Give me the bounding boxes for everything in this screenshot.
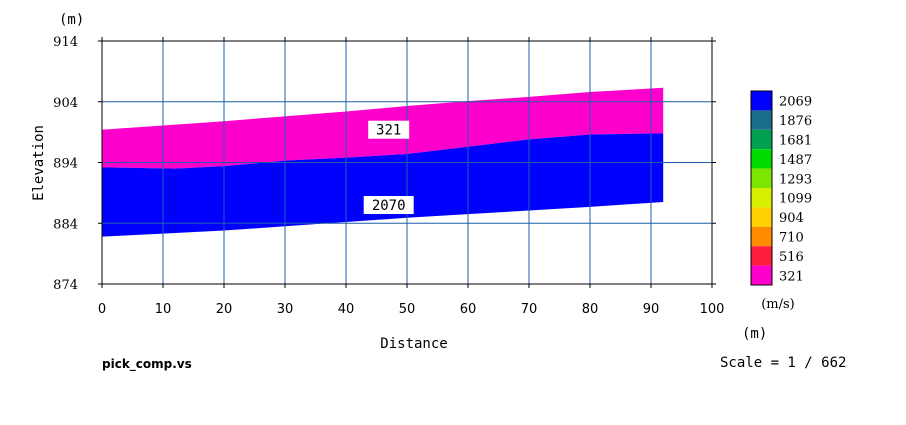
x-tick-label-40: 40 (338, 302, 355, 317)
velocity-legend: 2069 1876 1681 1487 1293 1099 904 710 516 321 (750, 90, 812, 286)
legend-label-710: 710 (779, 231, 804, 246)
legend-swatch-1293 (751, 168, 772, 188)
x-tick-label-10: 10 (155, 302, 172, 317)
legend-label-904: 904 (779, 211, 804, 226)
axis-text: 0 10 20 30 40 50 60 70 80 90 100 874 884 894 904 914 (53, 35, 724, 317)
x-tick-label-30: 30 (277, 302, 294, 317)
y-tick-label-874: 874 (53, 278, 78, 293)
legend-swatch-2069 (751, 91, 772, 111)
legend-swatch-710 (751, 226, 772, 247)
grid-lines (102, 41, 712, 284)
axis-ticks (98, 37, 716, 288)
file-name: pick_comp.vs (102, 357, 192, 371)
layer-label-321: 321 (376, 123, 401, 139)
x-tick-label-60: 60 (460, 302, 477, 317)
x-axis-title: Distance (380, 336, 447, 352)
y-tick-label-894: 894 (53, 157, 78, 172)
legend-label-2069: 2069 (779, 95, 812, 110)
layer-label-box-321 (368, 120, 410, 139)
x-tick-label-100: 100 (700, 302, 725, 317)
velocity-layer-2070 (102, 133, 664, 237)
legend-swatch-321 (751, 265, 772, 285)
layer-label-2070: 2070 (372, 198, 406, 214)
scale-readout: Scale = 1 / 662 (720, 355, 847, 371)
legend-swatch-516 (751, 246, 772, 266)
y-axis-title: Elevation (31, 125, 47, 201)
y-tick-label-884: 884 (53, 217, 78, 232)
legend-label-1099: 1099 (779, 192, 812, 207)
distance-unit: (m) (742, 326, 768, 342)
legend-swatch-1876 (751, 110, 772, 130)
x-tick-label-20: 20 (216, 302, 233, 317)
x-tick-label-70: 70 (521, 302, 538, 317)
legend-swatch-1099 (751, 188, 772, 208)
y-tick-label-914: 914 (53, 35, 78, 50)
legend-swatch-1681 (751, 129, 772, 150)
layer-label-box-2070 (363, 196, 414, 215)
x-tick-label-90: 90 (643, 302, 660, 317)
legend-label-516: 516 (779, 250, 804, 265)
legend-unit: (m/s) (761, 297, 795, 312)
y-axis-unit: (m) (59, 12, 84, 28)
y-tick-label-904: 904 (53, 96, 78, 111)
legend-label-321: 321 (779, 269, 804, 284)
legend-swatch-1487 (751, 149, 772, 169)
legend-label-1487: 1487 (779, 153, 812, 168)
legend-bar-border (750, 90, 773, 286)
legend-swatch-904 (751, 207, 772, 227)
x-tick-label-0: 0 (98, 302, 106, 317)
x-tick-label-80: 80 (582, 302, 599, 317)
legend-label-1293: 1293 (779, 172, 812, 187)
x-tick-label-50: 50 (399, 302, 416, 317)
legend-label-1876: 1876 (779, 114, 812, 129)
legend-label-1681: 1681 (779, 134, 812, 149)
layer-labels: 321 2070 (363, 120, 414, 215)
